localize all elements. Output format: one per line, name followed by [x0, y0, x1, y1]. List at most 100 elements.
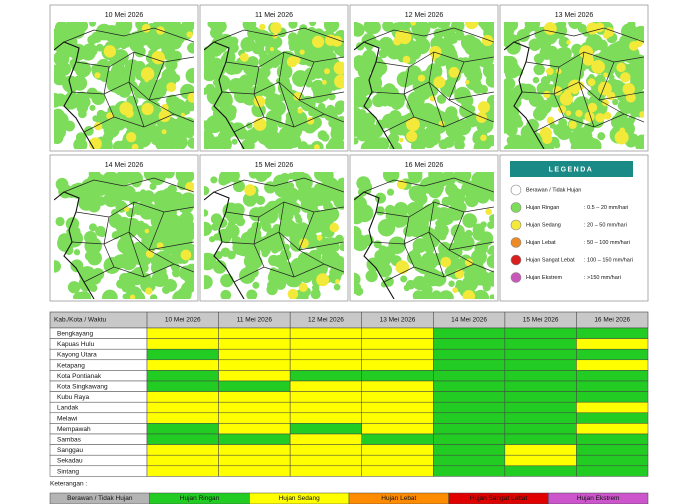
rain-patch — [81, 97, 88, 105]
rain-patch — [245, 262, 258, 275]
rain-patch — [94, 72, 101, 79]
rain-patch — [377, 119, 387, 130]
forecast-cell — [504, 444, 577, 456]
coastline — [54, 191, 95, 299]
forecast-cell — [289, 423, 362, 435]
rain-patch — [265, 233, 277, 245]
rain-patch — [366, 140, 382, 149]
rain-patch — [532, 107, 547, 121]
rain-patch — [228, 36, 239, 47]
rain-patch — [597, 132, 606, 141]
rain-patch — [440, 256, 452, 268]
rain-patch — [433, 76, 446, 89]
rain-patch — [639, 111, 644, 118]
rain-patch — [487, 248, 494, 255]
rain-patch — [180, 249, 192, 261]
rain-patch — [111, 111, 122, 122]
rain-patch — [354, 102, 358, 110]
rain-patch — [287, 201, 301, 216]
rain-patch — [209, 22, 224, 32]
forecast-cell — [504, 391, 577, 403]
forecast-cell — [504, 359, 577, 371]
forecast-cell — [361, 370, 434, 382]
forecast-cell — [218, 327, 291, 339]
rain-patch — [185, 68, 194, 84]
legend-name: Hujan Sedang — [526, 222, 561, 228]
rain-patch — [542, 133, 553, 145]
rain-map — [204, 22, 344, 149]
rain-patch — [449, 35, 458, 44]
forecast-cell — [576, 359, 649, 371]
rain-patch — [543, 90, 551, 99]
rain-patch — [67, 281, 81, 294]
rain-patch — [287, 288, 299, 299]
rain-patch — [187, 92, 194, 103]
rain-patch — [382, 83, 396, 97]
region-name: Sintang — [57, 468, 79, 475]
rain-patch — [151, 270, 169, 288]
rain-patch — [126, 132, 137, 143]
forecast-cell — [576, 391, 649, 403]
rain-patch — [424, 244, 435, 254]
rain-patch — [279, 219, 289, 230]
rain-patch — [240, 37, 256, 52]
rain-patch — [450, 22, 465, 33]
rain-patch — [106, 112, 114, 120]
rain-patch — [259, 23, 266, 31]
rain-patch — [151, 50, 165, 65]
rain-patch — [406, 130, 418, 142]
rain-patch — [298, 282, 308, 292]
forecast-cell — [218, 454, 291, 467]
rain-patch — [354, 226, 362, 241]
forecast-cell — [504, 327, 577, 339]
forecast-cell — [218, 380, 291, 392]
keterangan-label: Berawan / Tidak Hujan — [67, 495, 133, 502]
legend-name: Hujan Ringan — [526, 205, 559, 211]
rain-patch — [334, 234, 344, 244]
rain-patch — [259, 172, 272, 179]
rain-patch — [358, 203, 368, 213]
rain-patch — [219, 172, 233, 185]
forecast-cell — [218, 370, 291, 382]
rain-patch — [151, 137, 160, 146]
rain-patch — [180, 112, 185, 117]
rain-patch — [64, 246, 74, 255]
rain-patch — [103, 257, 121, 274]
forecast-cell — [576, 401, 649, 414]
rain-patch — [186, 43, 194, 53]
forecast-cell — [146, 423, 219, 435]
rain-patch — [591, 59, 606, 74]
table-header: Kab./Kota / Waktu — [54, 317, 107, 324]
forecast-cell — [146, 348, 219, 361]
rain-patch — [508, 113, 522, 127]
rain-patch — [215, 77, 226, 89]
region-name: Kayong Utara — [57, 352, 97, 359]
rain-patch — [123, 172, 137, 184]
map-date: 15 Mei 2026 — [255, 162, 294, 169]
rain-patch — [403, 22, 412, 30]
rain-patch — [602, 31, 611, 39]
rain-patch — [217, 218, 228, 228]
rain-patch — [458, 172, 470, 183]
rain-patch — [458, 235, 475, 251]
rain-patch — [406, 117, 420, 132]
rain-patch — [419, 177, 437, 194]
forecast-cell — [433, 338, 506, 350]
rain-patch — [324, 110, 335, 121]
forecast-cell — [433, 433, 506, 445]
legend-name: Hujan Sangat Lebat — [526, 257, 575, 263]
region-name: Kota Singkawang — [57, 384, 108, 391]
rain-patch — [239, 52, 249, 62]
forecast-cell — [576, 454, 649, 467]
rain-patch — [110, 70, 123, 84]
rain-patch — [472, 129, 488, 145]
rain-patch — [356, 119, 365, 127]
rain-patch — [119, 139, 132, 149]
rain-patch — [70, 259, 84, 273]
rain-patch — [431, 271, 447, 287]
rain-patch — [375, 192, 387, 204]
rain-patch — [612, 98, 619, 106]
forecast-cell — [289, 444, 362, 456]
rain-patch — [463, 184, 474, 195]
rain-patch — [458, 135, 466, 142]
